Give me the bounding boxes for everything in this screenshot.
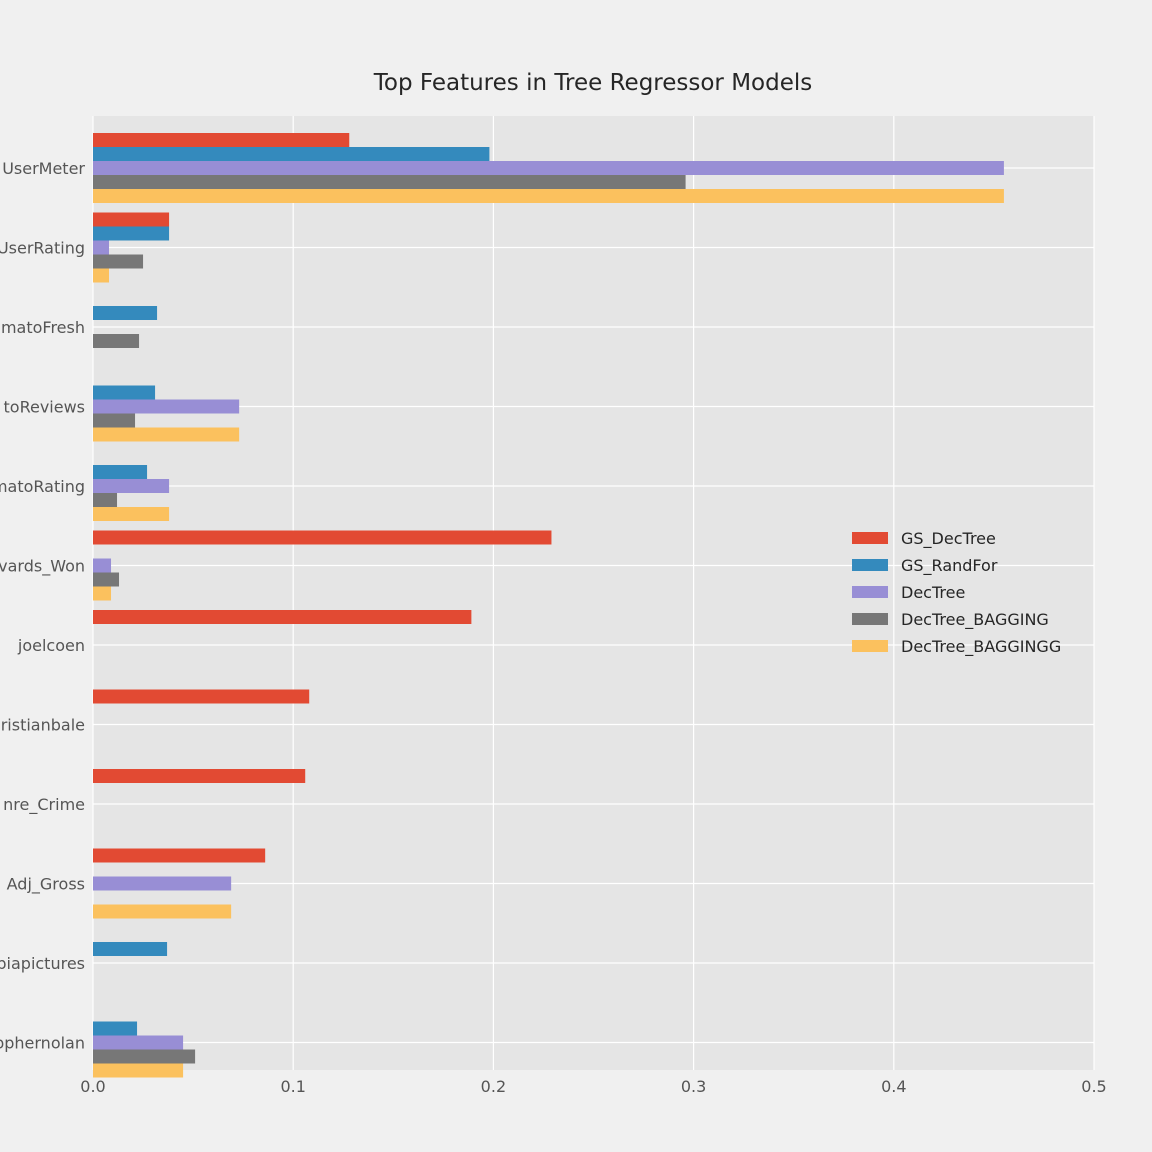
bar-GS_DecTree-joelcoen	[93, 610, 472, 624]
bar-DecTree-UserMeter	[93, 161, 1004, 175]
x-tick-label: 0.1	[280, 1077, 305, 1096]
bars	[93, 133, 1004, 1078]
x-tick-label: 0.5	[1081, 1077, 1106, 1096]
legend-label: DecTree	[901, 583, 965, 602]
y-tick-label: joelcoen	[17, 636, 85, 655]
y-tick-label: pphernolan	[0, 1034, 85, 1053]
bar-DecTree_BAGGING-pphernolan	[93, 1049, 196, 1064]
bar-GS_DecTree-Adj_Gross	[93, 848, 266, 863]
bar-DecTree_BAGGINGG-vards_Won	[93, 586, 112, 601]
bar-GS_DecTree-UserRating	[93, 212, 170, 227]
bar-DecTree_BAGGINGG-UserMeter	[93, 189, 1004, 203]
y-tick-label: matoRating	[0, 477, 85, 496]
legend-swatch	[852, 613, 888, 625]
legend-label: GS_DecTree	[901, 529, 996, 549]
bar-GS_RandFor-UserMeter	[93, 147, 490, 161]
bar-DecTree-pphernolan	[93, 1035, 184, 1050]
bar-GS_DecTree-UserMeter	[93, 133, 350, 147]
bar-GS_RandFor-UserRating	[93, 226, 170, 241]
bar-GS_DecTree-vards_Won	[93, 530, 552, 545]
bar-DecTree_BAGGING-matoRating	[93, 493, 118, 507]
legend-swatch	[852, 640, 888, 652]
bar-DecTree_BAGGINGG-UserRating	[93, 268, 110, 283]
bar-DecTree-matoRating	[93, 479, 170, 493]
bar-GS_RandFor-matoFresh	[93, 306, 158, 320]
bar-DecTree_BAGGING-UserRating	[93, 254, 144, 269]
chart-title: Top Features in Tree Regressor Models	[373, 70, 812, 96]
y-tick-label: biapictures	[0, 954, 85, 973]
bar-DecTree_BAGGINGG-pphernolan	[93, 1063, 184, 1078]
x-tick-label: 0.3	[681, 1077, 706, 1096]
y-tick-label: vards_Won	[0, 557, 85, 577]
bar-DecTree-UserRating	[93, 240, 110, 255]
bar-DecTree_BAGGINGG-matoRating	[93, 507, 170, 521]
y-tick-label: ristianbale	[1, 716, 85, 735]
bar-DecTree_BAGGINGG-toReviews	[93, 427, 240, 442]
bar-GS_DecTree-ristianbale	[93, 689, 310, 704]
y-tick-label: nre_Crime	[3, 795, 85, 815]
y-tick-label: UserMeter	[2, 159, 85, 178]
bar-DecTree-toReviews	[93, 399, 240, 414]
x-tick-label: 0.2	[481, 1077, 506, 1096]
y-tick-label: Adj_Gross	[7, 875, 85, 895]
x-tick-label: 0.0	[80, 1077, 105, 1096]
legend-label: DecTree_BAGGING	[901, 610, 1049, 630]
bar-DecTree_BAGGING-UserMeter	[93, 175, 686, 189]
x-tick-label: 0.4	[881, 1077, 906, 1096]
bar-GS_RandFor-pphernolan	[93, 1021, 138, 1036]
legend-swatch	[852, 559, 888, 571]
bar-GS_RandFor-matoRating	[93, 465, 148, 479]
y-tick-label: matoFresh	[1, 318, 85, 337]
bar-GS_DecTree-nre_Crime	[93, 769, 306, 783]
legend-label: GS_RandFor	[901, 556, 998, 576]
grid-lines	[92, 116, 1095, 1070]
y-tick-label: UserRating	[0, 239, 85, 258]
bar-DecTree_BAGGINGG-Adj_Gross	[93, 904, 232, 919]
bar-GS_RandFor-toReviews	[93, 385, 156, 400]
y-tick-label: toReviews	[4, 398, 85, 417]
bar-GS_RandFor-biapictures	[93, 942, 168, 956]
legend: GS_DecTree GS_RandFor DecTree DecTree_BAGGI…	[852, 529, 1061, 657]
bar-DecTree-vards_Won	[93, 558, 112, 573]
plot-area	[93, 116, 1094, 1070]
x-axis-tick-labels: 0.0 0.1 0.2 0.3 0.4 0.5	[80, 1077, 1106, 1096]
y-axis-tick-labels: UserMeter UserRating matoFresh toReviews mat…	[0, 159, 85, 1053]
legend-swatch	[852, 532, 888, 544]
bar-DecTree_BAGGING-toReviews	[93, 413, 136, 428]
bar-DecTree-Adj_Gross	[93, 876, 232, 891]
legend-swatch	[852, 586, 888, 598]
bar-DecTree_BAGGING-matoFresh	[93, 334, 140, 348]
legend-label: DecTree_BAGGINGG	[901, 637, 1061, 657]
bar-DecTree_BAGGING-vards_Won	[93, 572, 120, 587]
